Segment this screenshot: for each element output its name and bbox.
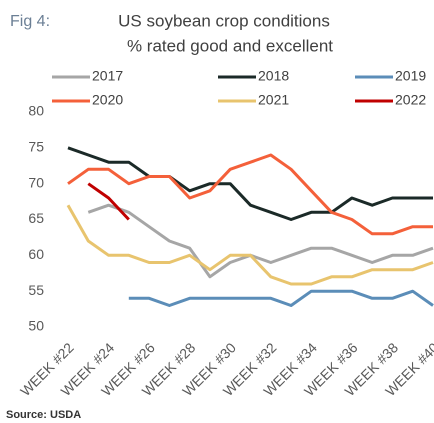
source: Source: USDA — [6, 409, 81, 421]
series-line — [87, 203, 434, 279]
legend-label: 2020 — [92, 92, 123, 108]
legend-label: 2018 — [258, 68, 289, 84]
chart-subtitle: % rated good and excellent — [127, 36, 333, 55]
series-line — [87, 182, 130, 221]
legend-label: 2022 — [395, 92, 426, 108]
series-line — [66, 204, 434, 286]
chart-title: US soybean crop conditions — [118, 11, 330, 30]
series-line — [67, 146, 433, 221]
legend-label: 2021 — [258, 92, 289, 108]
y-tick-label: 75 — [28, 139, 44, 155]
y-tick-label: 80 — [28, 103, 44, 119]
legend-label: 2019 — [395, 68, 426, 84]
series-line — [128, 289, 434, 307]
legend-label: 2017 — [92, 68, 123, 84]
figure-label: Fig 4: — [10, 13, 50, 30]
y-tick-label: 70 — [28, 174, 44, 190]
series-line — [67, 153, 433, 236]
y-tick-label: 55 — [28, 282, 44, 298]
y-tick-label: 50 — [28, 318, 44, 334]
y-tick-label: 65 — [28, 210, 44, 226]
y-tick-label: 60 — [28, 246, 44, 262]
